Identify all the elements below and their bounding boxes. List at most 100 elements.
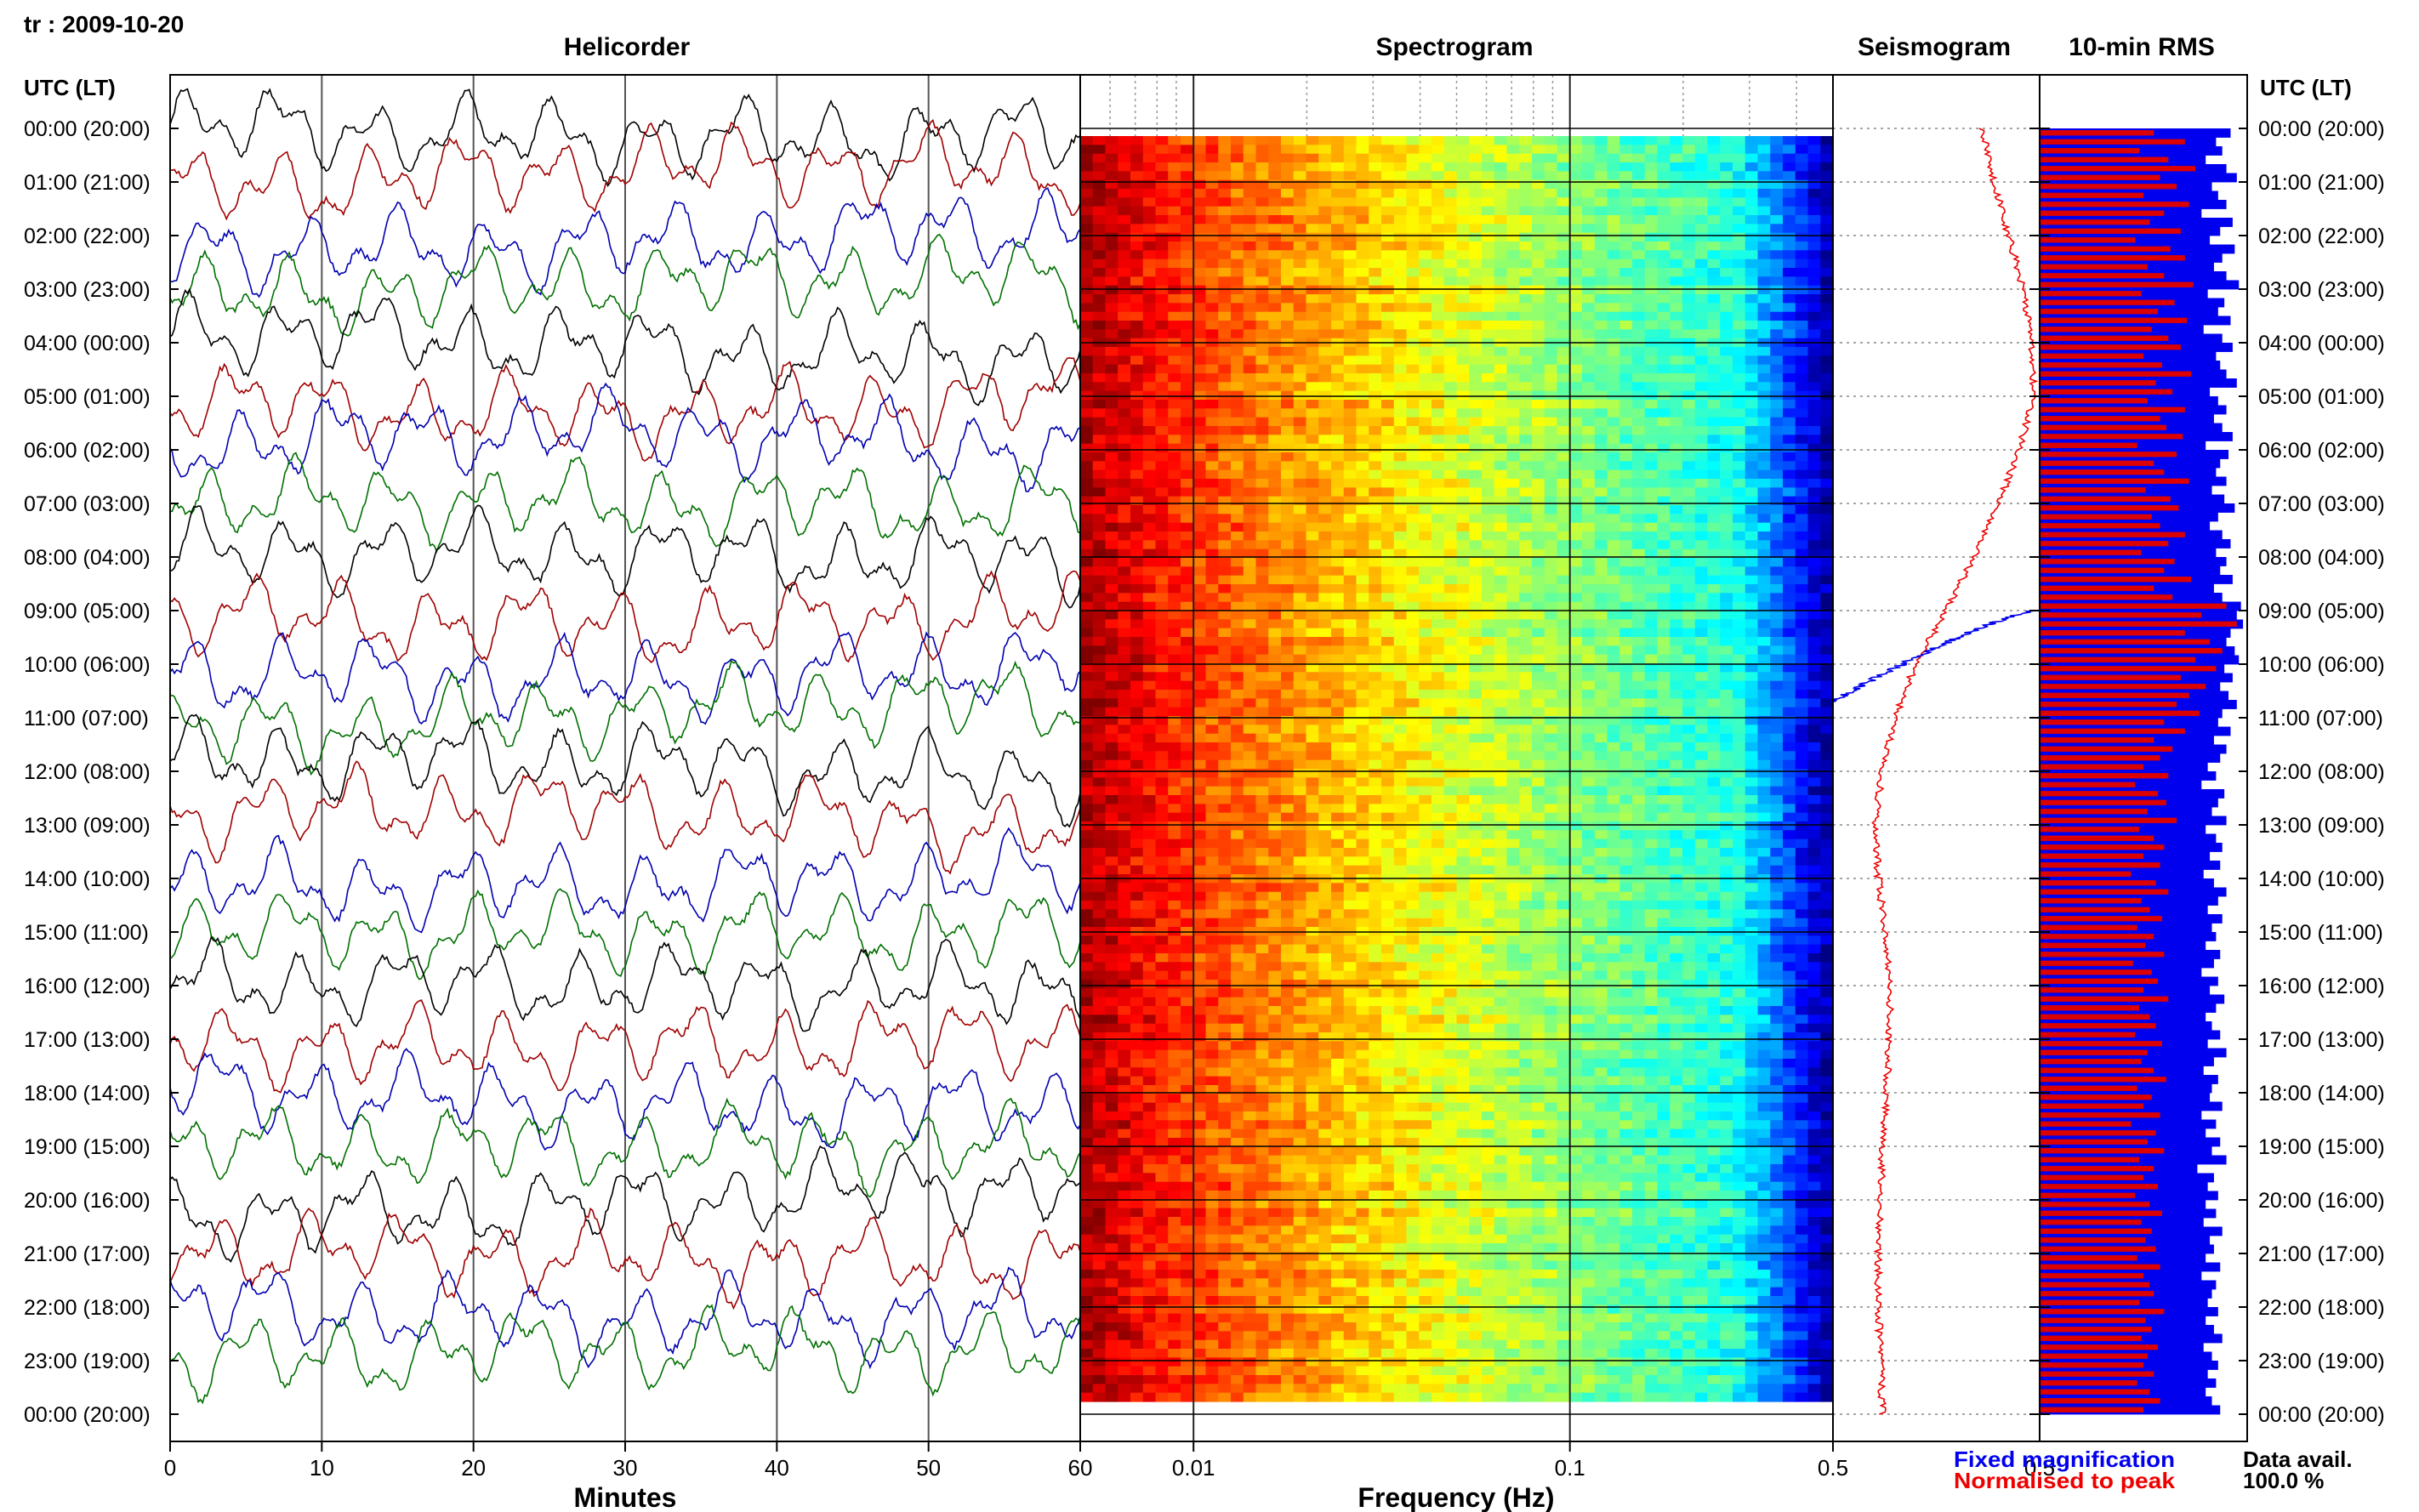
spectrogram-cell (1707, 162, 1721, 172)
spectrogram-cell (1092, 505, 1107, 514)
spectrogram-cell (1155, 601, 1169, 611)
spectrogram-cell (1632, 136, 1646, 145)
spectrogram-cell (1720, 690, 1733, 699)
spectrogram-cell (1582, 469, 1596, 480)
spectrogram-cell (1720, 637, 1733, 646)
spectrogram-cell (1745, 804, 1759, 814)
spectrogram-cell (1105, 698, 1118, 708)
spectrogram-cell (1557, 601, 1570, 611)
spectrogram-cell (1243, 496, 1257, 506)
spectrogram-cell (1607, 663, 1620, 673)
spectrogram-cell (1306, 390, 1319, 401)
spectrogram-cell (1807, 830, 1821, 840)
spectrogram-cell (1469, 601, 1483, 611)
spectrogram-cell (1443, 584, 1458, 594)
spectrogram-cell (1406, 189, 1420, 198)
spectrogram-cell (1582, 452, 1596, 462)
spectrogram-cell (1795, 566, 1809, 577)
spectrogram-cell (1105, 311, 1118, 321)
spectrogram-cell (1733, 514, 1746, 524)
spectrogram-cell (1519, 329, 1533, 339)
spectrogram-cell (1707, 680, 1721, 691)
spectrogram-cell (1231, 540, 1244, 550)
spectrogram-cell (1306, 259, 1319, 269)
spectrogram-cell (1807, 355, 1821, 366)
spectrogram-cell (1155, 232, 1169, 242)
spectrogram-cell (1318, 540, 1332, 550)
spectrogram-cell (1582, 259, 1596, 269)
spectrogram-cell (1268, 400, 1282, 409)
spectrogram-cell (1456, 390, 1470, 401)
spectrogram-cell (1255, 654, 1269, 664)
spectrogram-cell (1757, 786, 1771, 796)
spectrogram-cell (1406, 329, 1420, 339)
spectrogram-cell (1694, 487, 1709, 497)
spectrogram-cell (1168, 153, 1181, 163)
spectrogram-cell (1105, 593, 1118, 603)
spectrogram-cell (1419, 566, 1432, 577)
spectrogram-cell (1707, 197, 1721, 207)
spectrogram-cell (1757, 259, 1771, 269)
spectrogram-cell (1231, 461, 1244, 471)
spectrogram-cell (1657, 294, 1671, 304)
spectrogram-cell (1807, 268, 1821, 277)
spectrogram-cell (1657, 848, 1671, 857)
spectrogram-cell (1644, 645, 1659, 656)
spectrogram-cell (1130, 179, 1144, 190)
spectrogram-cell (1080, 654, 1094, 664)
spectrogram-cell (1318, 145, 1332, 155)
spectrogram-cell (1118, 197, 1131, 207)
spectrogram-cell (1544, 197, 1558, 207)
spectrogram-cell (1544, 856, 1558, 867)
spectrogram-cell (1619, 584, 1633, 594)
spectrogram-cell (1343, 725, 1357, 735)
spectrogram-cell (1205, 848, 1219, 857)
spectrogram-cell (1482, 672, 1495, 682)
spectrogram-cell (1142, 531, 1157, 541)
spectrogram-cell (1381, 215, 1395, 225)
spectrogram-cell (1080, 303, 1094, 313)
spectrogram-cell (1268, 707, 1282, 717)
spectrogram-cell (1142, 321, 1157, 330)
spectrogram-cell (1243, 276, 1257, 287)
spectrogram-cell (1080, 479, 1094, 488)
spectrogram-cell (1456, 549, 1470, 559)
spectrogram-cell (1682, 179, 1696, 190)
spectrogram-cell (1231, 242, 1244, 251)
spectrogram-cell (1795, 303, 1809, 313)
spectrogram-cell (1569, 680, 1583, 691)
spectrogram-cell (1795, 584, 1809, 594)
spectrogram-cell (1469, 558, 1483, 567)
spectrogram-cell (1569, 373, 1583, 383)
spectrogram-cell (1544, 285, 1558, 295)
spectrogram-cell (1243, 268, 1257, 277)
spectrogram-cell (1607, 435, 1620, 445)
spectrogram-cell (1406, 373, 1420, 383)
spectrogram-cell (1443, 435, 1458, 445)
spectrogram-cell (1393, 812, 1408, 822)
spectrogram-cell (1745, 795, 1759, 804)
spectrogram-cell (1783, 566, 1796, 577)
spectrogram-cell (1092, 179, 1107, 190)
spectrogram-cell (1218, 786, 1232, 796)
spectrogram-cell (1393, 242, 1408, 251)
spectrogram-cell (1720, 479, 1733, 488)
spectrogram-cell (1456, 153, 1470, 163)
spectrogram-cell (1632, 153, 1646, 163)
spectrogram-cell (1557, 417, 1570, 427)
spectrogram-cell (1281, 725, 1295, 735)
spectrogram-cell (1594, 443, 1608, 453)
spectrogram-cell (1770, 390, 1784, 401)
spectrogram-cell (1080, 224, 1094, 234)
spectrogram-cell (1318, 224, 1332, 234)
spectrogram-cell (1544, 443, 1558, 453)
spectrogram-cell (1644, 725, 1659, 735)
spectrogram-cell (1243, 628, 1257, 638)
spectrogram-cell (1594, 725, 1608, 735)
spectrogram-cell (1619, 364, 1633, 374)
spectrogram-cell (1381, 821, 1395, 831)
spectrogram-cell (1268, 663, 1282, 673)
spectrogram-cell (1218, 162, 1232, 172)
spectrogram-cell (1293, 637, 1307, 646)
spectrogram-cell (1105, 531, 1118, 541)
